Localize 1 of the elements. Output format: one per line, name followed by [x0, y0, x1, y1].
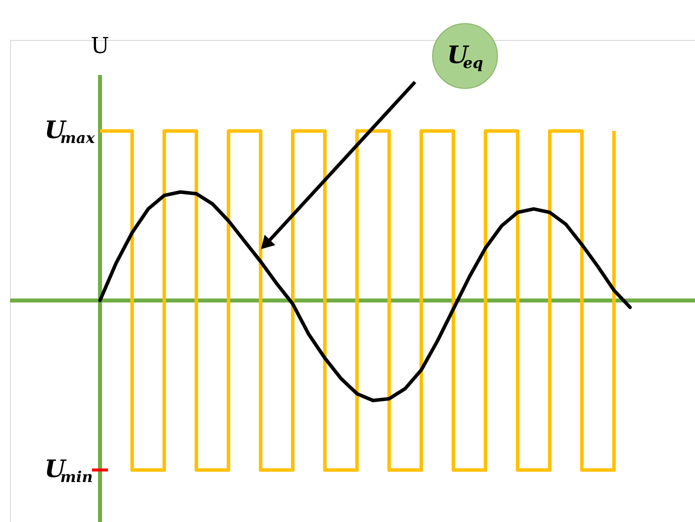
y-axis-title: U: [90, 34, 110, 59]
